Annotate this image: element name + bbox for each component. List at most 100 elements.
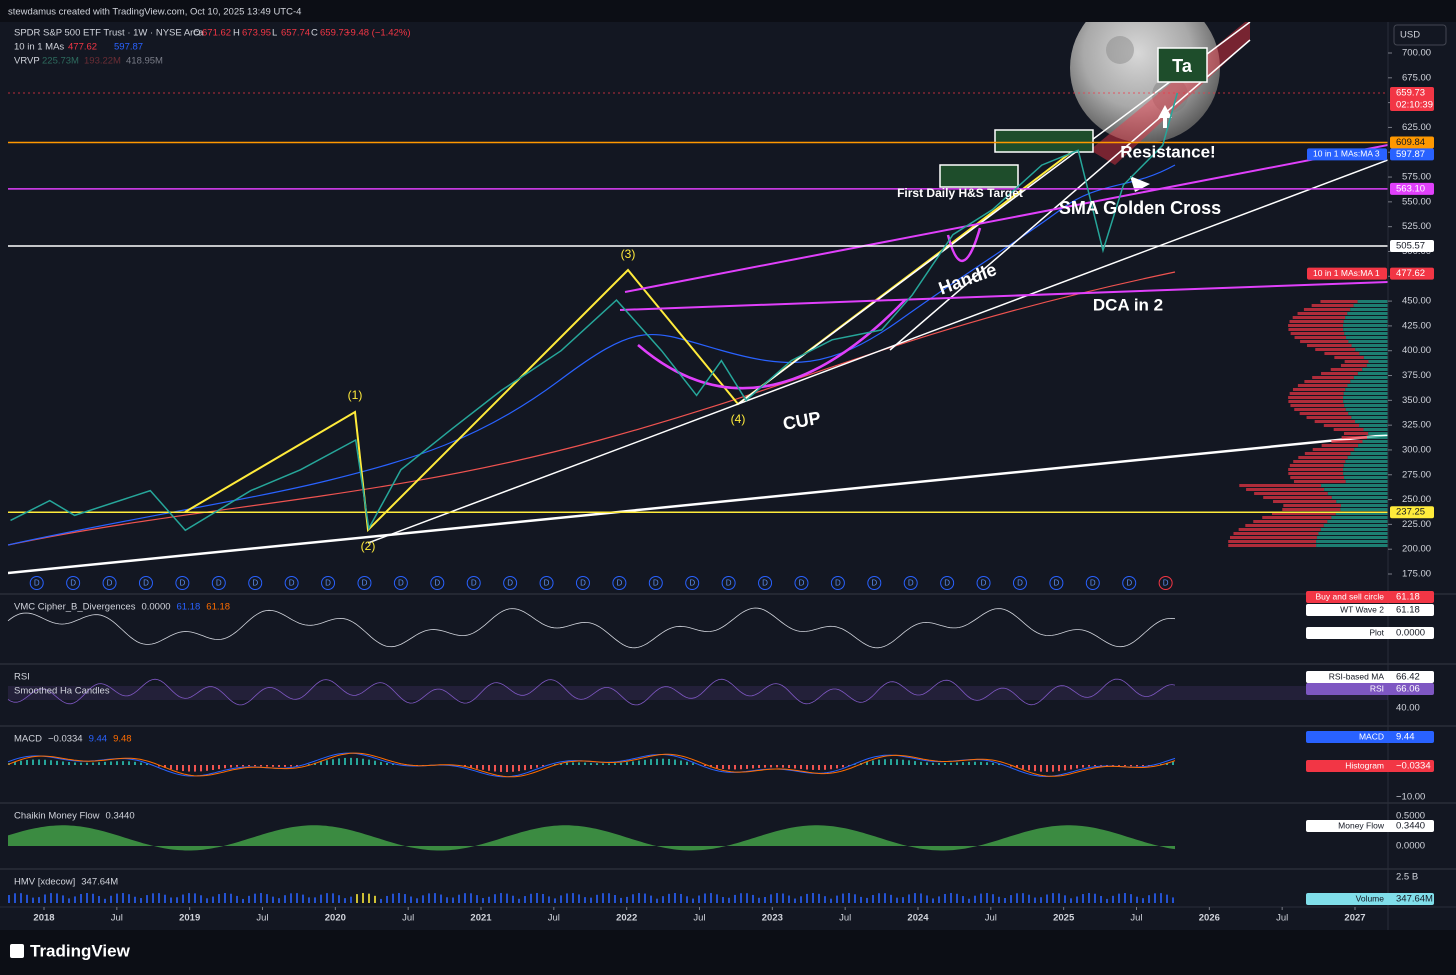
dividend-marker[interactable] <box>758 576 773 590</box>
time-tick-label: 2024 <box>907 913 929 924</box>
volume-profile-bar <box>1351 344 1388 347</box>
dividend-label: D <box>653 579 659 588</box>
histogram-bar <box>332 759 334 765</box>
dividend-marker[interactable] <box>430 576 445 590</box>
volume-bar <box>296 893 298 903</box>
volume-bar <box>158 893 160 903</box>
volume-bar <box>926 895 928 903</box>
histogram-bar <box>926 762 928 765</box>
dividend-marker[interactable] <box>539 576 554 590</box>
symbol-title: SPDR S&P 500 ETF Trust · 1W · NYSE Arca <box>14 28 204 39</box>
volume-bar <box>944 893 946 903</box>
time-tick-label: Jul <box>1276 913 1288 924</box>
pane-tag <box>1306 604 1434 616</box>
dividend-marker[interactable] <box>29 576 44 590</box>
time-tick-label: Jul <box>839 913 851 924</box>
dividend-marker[interactable] <box>284 576 299 590</box>
volume-bar <box>1070 898 1072 903</box>
volume-bar <box>56 893 58 903</box>
dividend-marker[interactable] <box>794 576 809 590</box>
volume-bar <box>824 896 826 903</box>
histogram-bar <box>518 765 520 772</box>
histogram-bar <box>944 762 946 765</box>
volume-bar <box>410 896 412 903</box>
price-tag <box>1390 136 1434 149</box>
volume-bar <box>278 898 280 903</box>
volume-bar <box>1022 893 1024 903</box>
histogram-bar <box>638 760 640 765</box>
histogram-bar <box>950 762 952 765</box>
dividend-marker[interactable] <box>248 576 263 590</box>
dividend-marker[interactable] <box>138 576 153 590</box>
volume-bar <box>968 898 970 903</box>
volume-profile-bar <box>1315 348 1356 351</box>
dividend-marker[interactable] <box>830 576 845 590</box>
volume-profile-bar <box>1262 516 1332 519</box>
dividend-marker[interactable] <box>102 576 117 590</box>
dividend-marker[interactable] <box>612 576 627 590</box>
dividend-marker[interactable] <box>321 576 336 590</box>
volume-profile-bar <box>1312 448 1355 451</box>
dividend-marker[interactable] <box>1049 576 1064 590</box>
volume-profile-bar <box>1293 480 1346 483</box>
dividend-label: D <box>580 579 586 588</box>
histogram-bar <box>1172 761 1174 765</box>
volume-bar <box>110 895 112 903</box>
dividend-marker[interactable] <box>575 576 590 590</box>
histogram-bar <box>1082 765 1084 768</box>
dividend-marker[interactable] <box>1085 576 1100 590</box>
pane-title: RSI <box>14 672 30 683</box>
histogram-bar <box>104 761 106 765</box>
pane-value: 61.18 <box>177 602 201 613</box>
histogram-bar <box>794 765 796 769</box>
indicator-value: 477.62 <box>68 42 97 53</box>
dividend-marker[interactable] <box>976 576 991 590</box>
volume-bar <box>386 895 388 903</box>
dividend-marker[interactable] <box>66 576 81 590</box>
dividend-marker[interactable] <box>211 576 226 590</box>
price-tag-label: 597.87 <box>1396 149 1425 160</box>
dividend-marker[interactable] <box>1122 576 1137 590</box>
histogram-bar <box>500 765 502 772</box>
dividend-marker[interactable] <box>503 576 518 590</box>
histogram-bar <box>188 765 190 772</box>
pane-value: 61.18 <box>206 602 230 613</box>
dividend-label: D <box>616 579 622 588</box>
volume-profile-bar <box>1288 400 1344 403</box>
dividend-marker[interactable] <box>466 576 481 590</box>
volume-profile-bar <box>1320 300 1358 303</box>
dividend-marker[interactable] <box>175 576 190 590</box>
volume-bar <box>806 893 808 903</box>
volume-profile-bar <box>1228 544 1317 547</box>
price-tag-sub: 02:10:39 <box>1396 99 1433 110</box>
wave-line <box>7 607 1176 649</box>
volume-profile-bar <box>1304 452 1351 455</box>
dividend-marker[interactable] <box>867 576 882 590</box>
histogram-bar <box>290 765 292 767</box>
volume-bar <box>812 893 814 903</box>
volume-bar <box>338 895 340 903</box>
histogram-bar <box>614 763 616 765</box>
dividend-marker[interactable] <box>357 576 372 590</box>
dividend-marker[interactable] <box>721 576 736 590</box>
annotation: SMA Golden Cross <box>1059 198 1221 218</box>
histogram-bar <box>608 763 610 765</box>
histogram-bar <box>470 765 472 768</box>
volume-bar <box>488 896 490 903</box>
volume-profile-bar <box>1344 476 1388 479</box>
dividend-marker[interactable] <box>940 576 955 590</box>
volume-bar <box>74 896 76 903</box>
dividend-marker[interactable] <box>1012 576 1027 590</box>
volume-bar <box>356 894 358 903</box>
dividend-marker[interactable] <box>393 576 408 590</box>
dividend-marker[interactable] <box>1158 576 1173 590</box>
pane-title: MACD <box>14 734 42 745</box>
currency-button[interactable] <box>1393 24 1447 46</box>
volume-bar <box>416 898 418 903</box>
volume-bar <box>986 893 988 903</box>
volume-bar <box>1064 895 1066 903</box>
dividend-marker[interactable] <box>648 576 663 590</box>
dividend-marker[interactable] <box>903 576 918 590</box>
histogram-bar <box>86 762 88 765</box>
dividend-marker[interactable] <box>685 576 700 590</box>
